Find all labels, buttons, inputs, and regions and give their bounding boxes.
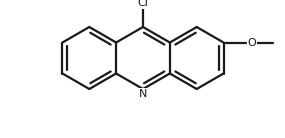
Text: Cl: Cl	[138, 0, 148, 8]
Text: N: N	[139, 89, 147, 99]
Text: O: O	[248, 38, 256, 47]
